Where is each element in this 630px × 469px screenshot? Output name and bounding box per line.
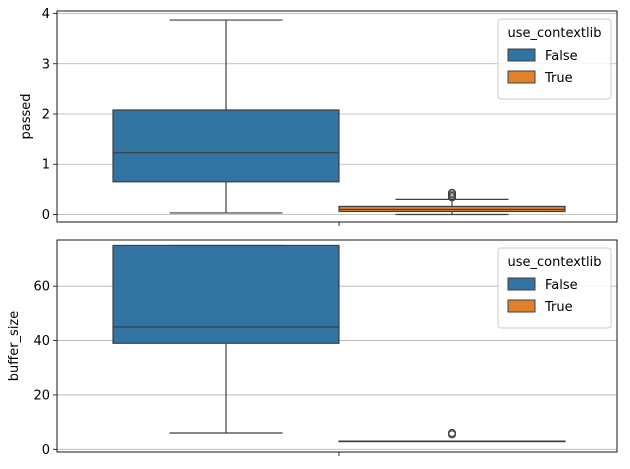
outlier-point [447, 188, 457, 197]
y-axis-label: passed [19, 93, 34, 139]
y-tick-label: 1 [42, 158, 50, 173]
y-axis-label: buffer_size [7, 311, 22, 382]
legend-label-false: False [545, 49, 578, 64]
y-tick-label: 2 [42, 107, 50, 122]
legend-swatch-false [507, 277, 536, 291]
legend: use_contextlib False True [497, 18, 612, 100]
box-true [338, 428, 566, 443]
y-tick-label: 0 [42, 208, 50, 223]
legend-label-false: False [545, 278, 578, 293]
y-tick-label: 0 [42, 443, 50, 458]
legend-label-true: True [544, 300, 573, 315]
legend-title: use_contextlib [508, 26, 602, 41]
y-tick-label: 3 [42, 57, 50, 72]
axes-frame [56, 10, 618, 223]
legend-swatch-true [507, 70, 536, 84]
box-false [112, 19, 340, 214]
y-tick-label: 20 [33, 388, 50, 403]
y-tick-label: 60 [33, 280, 50, 295]
legend-title: use_contextlib [508, 255, 602, 270]
axes-frame [56, 239, 618, 453]
y-tick-label: 4 [42, 7, 50, 22]
legend-label-true: True [544, 71, 573, 86]
legend-swatch-true [507, 299, 536, 313]
panel-2: 0 20 40 60 buffer_size use_contextlib False Tru… [7, 239, 618, 458]
panel-1: 0 1 2 3 4 passed use_contextlib False True [19, 7, 618, 226]
legend: use_contextlib False True [497, 247, 612, 329]
box-true [338, 188, 566, 216]
outlier-point [447, 428, 457, 438]
y-tick-label: 40 [33, 334, 50, 349]
box-false [112, 244, 340, 434]
iqr-box [112, 109, 340, 183]
legend-swatch-false [507, 48, 536, 62]
iqr-box [112, 244, 340, 344]
